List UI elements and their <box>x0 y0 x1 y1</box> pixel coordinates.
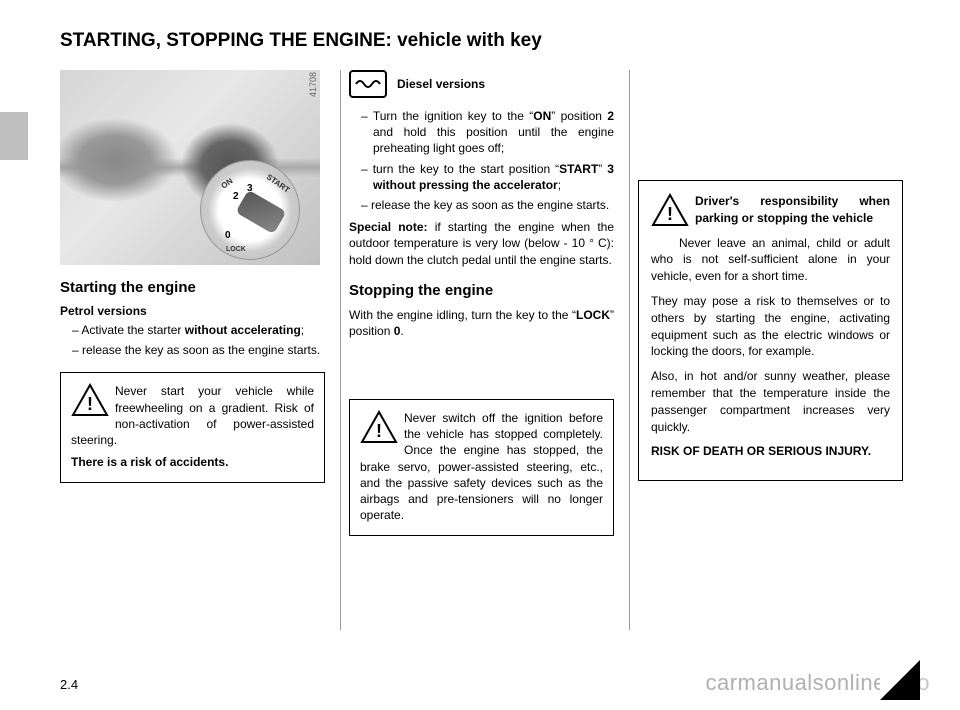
diesel-bullets: Turn the ignition key to the “ON” positi… <box>349 108 614 213</box>
preheat-icon <box>349 70 387 98</box>
stopping-heading: Stopping the engine <box>349 282 614 299</box>
diesel-label: Diesel versions <box>397 77 485 91</box>
ignition-label-start: START <box>265 172 292 194</box>
warning-box-freewheel: ! Never start your vehicle while freewhe… <box>60 372 325 483</box>
manual-page: STARTING, STOPPING THE ENGINE: vehicle w… <box>0 0 960 710</box>
ignition-dial: ON START LOCK 2 3 0 <box>200 160 300 260</box>
column-1: 41708 ON START LOCK 2 3 0 Starting the e… <box>60 70 340 630</box>
warning-box-ignition: ! Never switch off the ignition before t… <box>349 399 614 536</box>
list-item: turn the key to the start position “STAR… <box>361 161 614 193</box>
ignition-pos-2: 2 <box>233 191 239 202</box>
column-layout: 41708 ON START LOCK 2 3 0 Starting the e… <box>60 70 920 630</box>
warning-emphasis: There is a risk of accidents. <box>71 454 314 470</box>
warning-p2: They may pose a risk to themselves or to… <box>651 293 890 360</box>
warning-icon: ! <box>71 383 109 417</box>
warning-final: RISK OF DEATH OR SERIOUS INJURY. <box>651 443 890 460</box>
warning-icon: ! <box>651 193 689 227</box>
page-number: 2.4 <box>60 677 78 692</box>
svg-text:!: ! <box>376 421 382 441</box>
warning-box-responsibility: ! Driver's responsibility when parking o… <box>638 180 903 481</box>
list-item: Activate the starter without acceleratin… <box>72 322 325 338</box>
special-note: Special note: if starting the engine whe… <box>349 219 614 268</box>
list-item: Turn the ignition key to the “ON” positi… <box>361 108 614 157</box>
list-item: release the key as soon as the engine st… <box>72 342 325 358</box>
svg-text:!: ! <box>87 394 93 414</box>
column-divider <box>340 70 341 630</box>
ignition-label-on: ON <box>220 176 235 190</box>
dashboard-figure: 41708 ON START LOCK 2 3 0 <box>60 70 320 265</box>
key-slot <box>235 190 286 235</box>
warning-icon: ! <box>360 410 398 444</box>
list-item: release the key as soon as the engine st… <box>361 197 614 213</box>
warning-p1: Never leave an animal, child or adult wh… <box>651 235 890 285</box>
petrol-bullets: Activate the starter without acceleratin… <box>60 322 325 358</box>
column-2: Diesel versions Turn the ignition key to… <box>349 70 629 630</box>
diesel-header: Diesel versions <box>349 70 614 98</box>
ignition-label-lock: LOCK <box>226 246 246 253</box>
stopping-text: With the engine idling, turn the key to … <box>349 307 614 339</box>
figure-id: 41708 <box>308 72 318 97</box>
starting-heading: Starting the engine <box>60 279 325 296</box>
column-divider <box>629 70 630 630</box>
petrol-label: Petrol versions <box>60 304 325 318</box>
corner-tab <box>880 660 920 700</box>
warning-p3: Also, in hot and/or sunny weather, pleas… <box>651 368 890 435</box>
column-3: ! Driver's responsibility when parking o… <box>638 70 918 630</box>
svg-text:!: ! <box>667 204 673 224</box>
ignition-pos-0: 0 <box>225 230 231 241</box>
page-title: STARTING, STOPPING THE ENGINE: vehicle w… <box>60 30 920 52</box>
